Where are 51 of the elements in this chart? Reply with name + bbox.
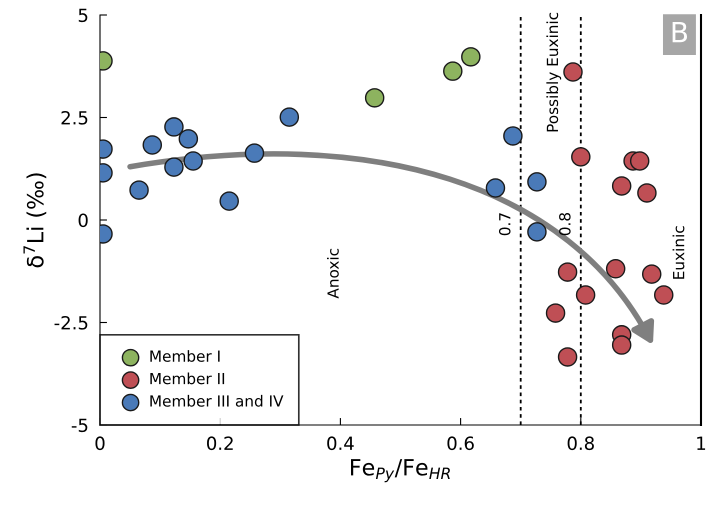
- point: [576, 285, 596, 305]
- annotation: Euxinic: [672, 226, 684, 279]
- point: [461, 47, 481, 67]
- point: [178, 129, 198, 149]
- point: [164, 157, 184, 177]
- point: [571, 147, 591, 167]
- point: [219, 191, 239, 211]
- point: [364, 88, 384, 108]
- y-axis-title: δ$^{7}$Li (‰): [23, 173, 46, 268]
- point: [606, 259, 626, 279]
- annotation: B: [672, 22, 688, 42]
- point: [654, 285, 674, 305]
- point: [527, 222, 547, 242]
- point: [563, 62, 583, 82]
- point: [637, 183, 657, 203]
- point: [280, 107, 300, 127]
- x-tick-label: 0.6: [447, 436, 474, 450]
- annotation: Possibly Euxinic: [546, 12, 562, 132]
- annotation: Anoxic: [326, 248, 339, 299]
- point: [129, 180, 149, 200]
- point: [612, 176, 632, 196]
- x-tick-label: 0.4: [327, 436, 354, 450]
- x-tick-label: 1: [697, 436, 706, 450]
- x-tick-label: 0.8: [568, 436, 594, 450]
- x-tick-label: 0: [95, 436, 105, 450]
- y-tick-label: 0: [78, 213, 88, 228]
- point: [527, 172, 547, 192]
- point: [558, 262, 578, 282]
- legend-label: Member II: [150, 372, 224, 384]
- point: [642, 264, 662, 284]
- y-tick-label: 5: [78, 8, 88, 22]
- point: [142, 135, 162, 155]
- point: [546, 303, 566, 323]
- ref-line-label: 0.7: [498, 213, 511, 236]
- x-axis-title: Fe$_{Py}$/Fe$_{HR}$: [351, 459, 450, 482]
- point: [443, 61, 463, 81]
- point: [183, 151, 203, 171]
- y-tick-label: -2.5: [54, 316, 88, 330]
- point: [630, 151, 650, 171]
- point: [244, 143, 264, 163]
- legend-label: Member I: [150, 350, 220, 362]
- y-tick-label: -5: [72, 418, 88, 432]
- point: [164, 117, 184, 137]
- ref-line-label: 0.8: [559, 212, 571, 236]
- y-tick-label: 2.5: [62, 110, 88, 125]
- point: [558, 347, 578, 367]
- point: [503, 126, 523, 146]
- legend-label: Member III and IV: [150, 394, 284, 407]
- point: [612, 335, 632, 355]
- point: [486, 178, 506, 198]
- x-tick-label: 0.2: [207, 436, 233, 450]
